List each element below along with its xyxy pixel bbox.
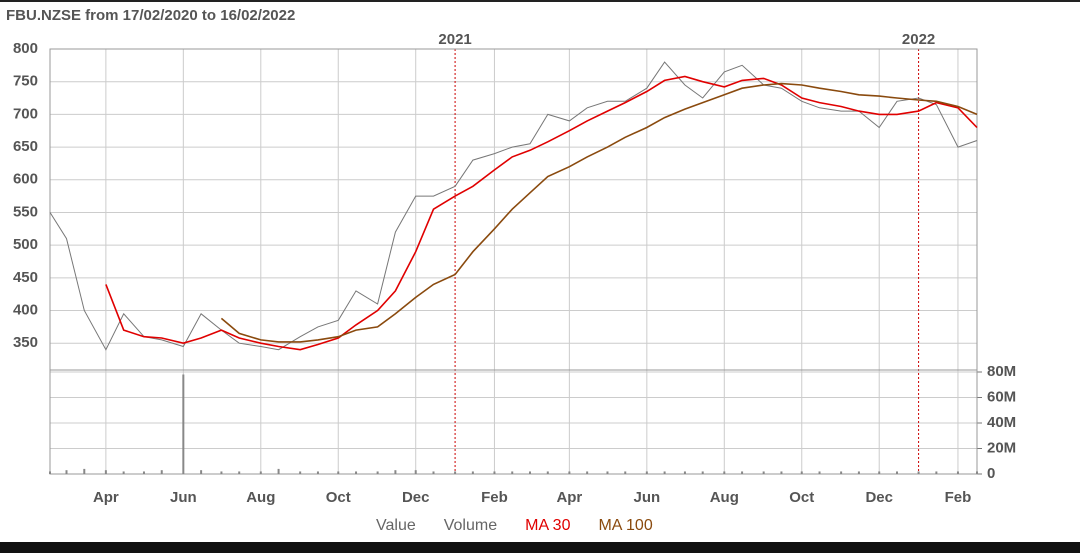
- x-tick-label: Dec: [402, 489, 430, 506]
- x-tick-label: Aug: [710, 489, 739, 506]
- x-tick-label: Aug: [246, 489, 275, 506]
- x-tick-label: Jun: [170, 489, 197, 506]
- legend-entry: MA 100: [598, 517, 652, 534]
- x-tick-label: Apr: [93, 489, 119, 506]
- y2-tick-label: 80M: [987, 363, 1016, 380]
- y2-tick-label: 0: [987, 465, 995, 482]
- y-tick-label: 450: [13, 269, 38, 286]
- series-line: [105, 75, 978, 351]
- legend-entry: MA 30: [525, 517, 570, 534]
- y-tick-label: 600: [13, 171, 38, 188]
- y-tick-label: 750: [13, 73, 38, 90]
- y2-tick-label: 60M: [987, 388, 1016, 405]
- chart-title: FBU.NZSE from 17/02/2020 to 16/02/2022: [6, 7, 295, 24]
- series-line: [220, 82, 978, 343]
- y-tick-label: 700: [13, 105, 38, 122]
- y-tick-label: 550: [13, 203, 38, 220]
- x-tick-label: Oct: [326, 489, 351, 506]
- x-tick-label: Feb: [481, 489, 508, 506]
- y-tick-label: 650: [13, 138, 38, 155]
- year-label: 2021: [438, 31, 471, 48]
- x-tick-label: Oct: [789, 489, 814, 506]
- year-label: 2022: [902, 31, 935, 48]
- volume-frame: [49, 369, 978, 475]
- y2-tick-label: 40M: [987, 414, 1016, 431]
- legend-entry: Value: [376, 517, 416, 534]
- y-tick-label: 400: [13, 301, 38, 318]
- series-line: [49, 61, 978, 351]
- y-tick-label: 800: [13, 40, 38, 57]
- x-tick-label: Feb: [945, 489, 972, 506]
- legend-entry: Volume: [444, 517, 497, 534]
- y-tick-label: 350: [13, 334, 38, 351]
- y2-tick-label: 20M: [987, 439, 1016, 456]
- bottom-bar: [0, 542, 1080, 553]
- x-tick-label: Jun: [633, 489, 660, 506]
- y-tick-label: 500: [13, 236, 38, 253]
- x-tick-label: Apr: [556, 489, 582, 506]
- x-tick-label: Dec: [865, 489, 893, 506]
